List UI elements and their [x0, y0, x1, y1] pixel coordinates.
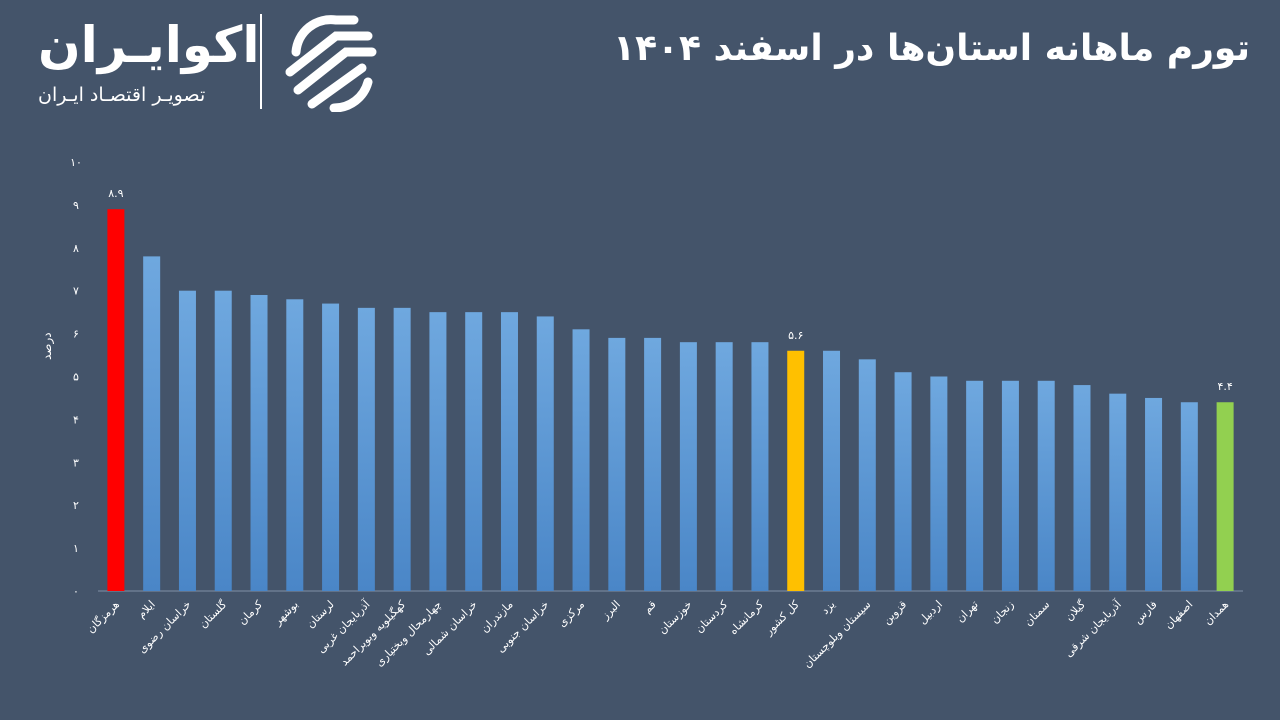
x-tick-label: اصفهان — [1162, 598, 1196, 632]
x-tick-label: سیستان وبلوچستان — [801, 598, 874, 671]
y-tick-label: ۹ — [73, 199, 79, 212]
x-tick-label: زنجان — [988, 598, 1016, 626]
bar-24 — [966, 380, 984, 591]
bar-16 — [679, 342, 697, 591]
x-tick-label: اردبیل — [916, 598, 945, 627]
bar-4 — [250, 294, 268, 591]
x-tick-label: کل کشور — [761, 597, 802, 638]
bar-12 — [536, 316, 554, 591]
x-tick-label: همدان — [1201, 598, 1231, 628]
bar-6 — [322, 303, 340, 591]
bar-1 — [143, 256, 161, 591]
page-title: تورم ماهانه استان‌ها در اسفند ۱۴۰۴ — [613, 28, 1250, 69]
logo-divider — [260, 14, 262, 109]
logo-tagline: تصویـر اقتصـاد ایـران — [38, 84, 206, 106]
bar-25 — [1001, 380, 1019, 591]
bar-15 — [644, 337, 662, 591]
brand-logo: اکوایـران تصویـر اقتصـاد ایـران — [30, 10, 390, 112]
x-tick-label: کهگیلویه وبویراحمد — [338, 597, 409, 668]
logo-mark-icon — [285, 15, 377, 112]
y-tick-label: ۸ — [73, 242, 79, 255]
x-tick-label: قم — [641, 598, 659, 616]
bar-28 — [1109, 393, 1127, 591]
x-tick-label: چهارمحال وبختیاری — [373, 598, 444, 669]
bar-27 — [1073, 385, 1091, 591]
bar-11 — [500, 312, 518, 591]
bar-14 — [608, 337, 626, 591]
x-tick-label: گیلان — [1063, 597, 1089, 623]
x-tick-label: یزد — [819, 598, 838, 617]
bar-31 — [1216, 402, 1234, 591]
bar-30 — [1180, 402, 1198, 591]
y-tick-label: ۶ — [73, 328, 79, 341]
bar-20 — [823, 350, 841, 591]
x-tick-label: مرکزی — [555, 598, 587, 630]
logo-name: اکوایـران — [38, 16, 260, 74]
y-tick-label: ۲ — [73, 499, 79, 512]
x-tick-label: کردستان — [693, 597, 731, 635]
bar-17 — [715, 342, 733, 591]
bar-3 — [214, 290, 232, 591]
bar-0 — [107, 209, 125, 591]
x-tick-label: فارس — [1131, 598, 1160, 627]
data-label: ۴.۴ — [1217, 380, 1232, 393]
bar-10 — [465, 312, 483, 591]
bar-13 — [572, 329, 590, 591]
bar-7 — [357, 307, 375, 591]
x-tick-label: گلستان — [197, 597, 230, 630]
x-tick-label: کرمانشاه — [727, 597, 767, 637]
bar-2 — [178, 290, 196, 591]
data-label: ۵.۶ — [788, 329, 803, 342]
bar-21 — [858, 359, 876, 591]
x-tick-label: ایلام — [135, 598, 158, 621]
x-tick-label: سمنان — [1022, 598, 1053, 629]
y-tick-label: ۵ — [73, 371, 79, 384]
y-tick-label: ۱ — [73, 542, 79, 555]
bar-26 — [1037, 380, 1055, 591]
x-tick-label: البرز — [598, 598, 623, 623]
y-tick-label: ۴ — [73, 413, 79, 426]
bar-29 — [1145, 397, 1163, 591]
bar-8 — [393, 307, 411, 591]
data-label: ۸.۹ — [108, 187, 123, 200]
bar-9 — [429, 312, 447, 591]
y-tick-label: ۰ — [73, 585, 79, 598]
bar-18 — [751, 342, 769, 591]
bar-22 — [894, 372, 912, 591]
x-tick-label: خوزستان — [656, 598, 695, 637]
bar-19 — [787, 350, 805, 591]
x-tick-label: بوشهر — [270, 598, 300, 628]
x-tick-label: تهران — [954, 598, 981, 625]
x-tick-label: لرستان — [304, 598, 337, 631]
y-tick-label: ۳ — [73, 456, 79, 469]
bar-5 — [286, 299, 304, 591]
x-tick-label: کرمان — [236, 597, 266, 627]
x-tick-label: قزوین — [880, 598, 909, 627]
y-tick-label: ۷ — [73, 285, 79, 298]
y-tick-label: ۱۰ — [70, 156, 82, 169]
x-tick-label: هرمزگان — [84, 598, 122, 636]
bar-23 — [930, 376, 948, 591]
